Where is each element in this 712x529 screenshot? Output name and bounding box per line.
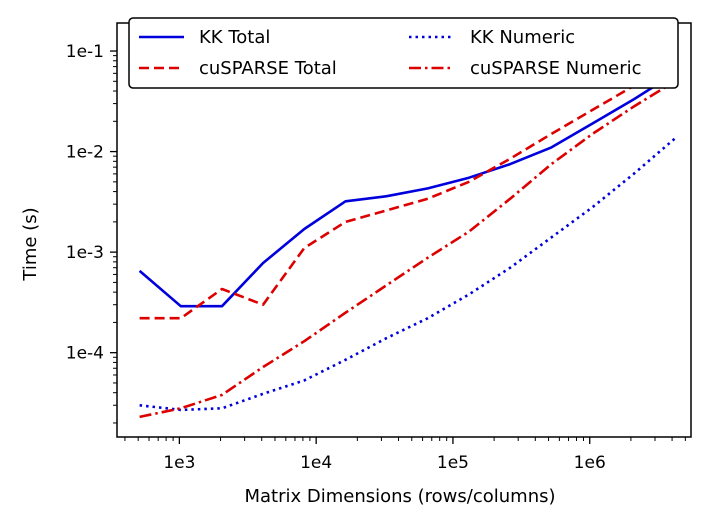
series-line-cusparse-numeric: [139, 80, 676, 419]
x-axis: 1e3 1e4 1e5 1e6: [163, 437, 606, 473]
legend-label-cusparse-numeric: cuSPARSE Numeric: [470, 58, 642, 79]
legend-label-kk-total: KK Total: [199, 27, 270, 48]
y-axis-label: Time (s): [20, 207, 41, 281]
x-tick-label: 1e3: [163, 453, 195, 473]
legend-label-kk-numeric: KK Numeric: [470, 27, 575, 48]
y-tick-label: 1e-4: [66, 344, 104, 364]
x-tick-label: 1e4: [300, 453, 332, 473]
y-tick-label: 1e-2: [66, 143, 104, 163]
legend: KK Total cuSPARSE Total KK Numeric cuSPA…: [128, 17, 679, 89]
minor-ticks: [113, 55, 686, 441]
series-line-cusparse-total: [139, 62, 676, 320]
legend-label-cusparse-total: cuSPARSE Total: [199, 58, 337, 79]
x-tick-label: 1e6: [574, 453, 606, 473]
series-line-kk-total: [138, 72, 676, 308]
y-axis: 1e-4 1e-3 1e-2 1e-1: [66, 42, 117, 364]
legend-box: [128, 17, 679, 89]
series-layer: [138, 62, 676, 419]
series-line-kk-numeric: [139, 137, 676, 412]
y-tick-label: 1e-3: [66, 243, 104, 263]
y-tick-label: 1e-1: [66, 42, 104, 62]
x-tick-label: 1e5: [437, 453, 469, 473]
x-axis-label: Matrix Dimensions (rows/columns): [244, 486, 555, 507]
